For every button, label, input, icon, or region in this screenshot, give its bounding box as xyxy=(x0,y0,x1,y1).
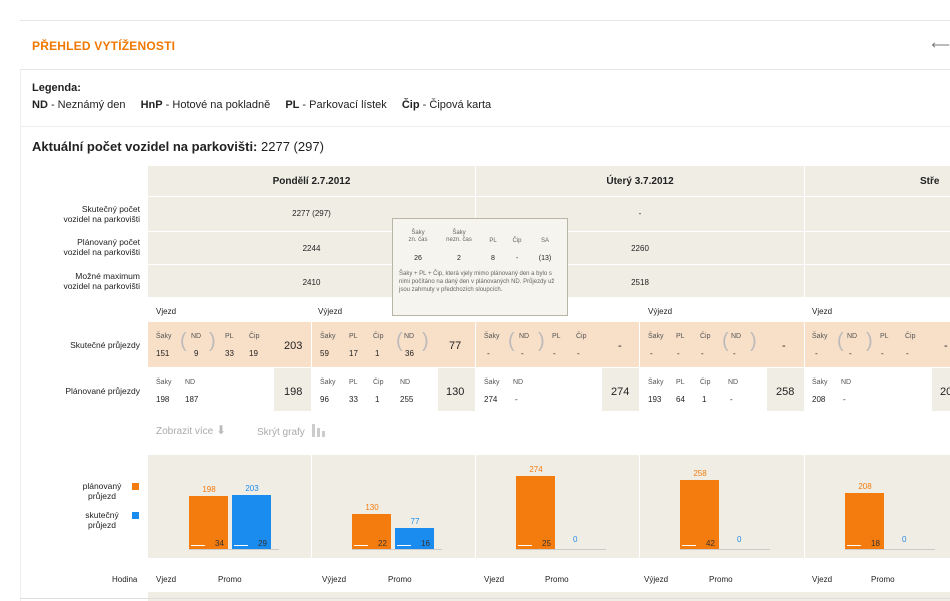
bar-inner-label: 42 xyxy=(706,539,715,548)
bar-inner-label: 16 xyxy=(421,539,430,548)
legend-planned: plánovaný průjezd xyxy=(82,481,122,501)
bar-inner-label: 25 xyxy=(542,539,551,548)
bar-inner-label: 18 xyxy=(871,539,880,548)
legend-item: Čip - Čipová karta xyxy=(401,99,492,111)
chart-baseline xyxy=(516,549,606,550)
section-label: Vjezd xyxy=(812,307,833,316)
section-header: PŘEHLED VYTÍŽENOSTI ⟵ xyxy=(20,20,950,70)
cell-value: 2518 xyxy=(631,278,649,287)
legend-swatch-actual xyxy=(132,512,139,519)
total-value: 203 xyxy=(284,340,303,352)
day-title: Úterý 3.7.2012 xyxy=(606,176,674,187)
bar-label-actual: 203 xyxy=(245,483,259,493)
section-title: PŘEHLED VYTÍŽENOSTI xyxy=(32,39,176,53)
bar-tick xyxy=(191,545,205,546)
bar-label-planned: 258 xyxy=(693,469,707,479)
row-label-actual-count: Skutečný počet vozidel na parkovišti xyxy=(63,204,140,224)
bar-label-actual: 0 xyxy=(737,535,742,544)
bar-planned xyxy=(845,493,884,549)
section-label: Vjezd xyxy=(156,307,177,316)
bar-label-planned: 130 xyxy=(365,503,379,513)
bar-planned xyxy=(680,480,719,549)
chart-baseline xyxy=(845,549,935,550)
bar-planned xyxy=(352,514,391,549)
bar-tick xyxy=(682,545,696,546)
bar-tick xyxy=(354,545,368,546)
bar-label-planned: 274 xyxy=(529,464,543,474)
bar-label-planned: 198 xyxy=(202,485,216,495)
bar-label-actual: 0 xyxy=(573,535,578,544)
current-count: Aktuální počet vozidel na parkovišti: 22… xyxy=(32,139,324,154)
legend-swatch-planned xyxy=(132,483,139,490)
bar-planned xyxy=(189,496,228,549)
bar-label-planned: 208 xyxy=(858,482,872,492)
chart-baseline xyxy=(352,549,442,550)
row-label-actual-passes: Skutečné průjezdy xyxy=(70,340,140,350)
cell-value: 2260 xyxy=(631,244,649,253)
bar-inner-label: 29 xyxy=(258,539,267,548)
legend-title: Legenda: xyxy=(32,82,81,94)
row-label-max-count: Možné maximum vozidel na parkovišti xyxy=(63,271,140,291)
bar-tick xyxy=(234,545,248,546)
arrow-left-icon[interactable]: ⟵ xyxy=(931,37,950,52)
current-count-value: 2277 (297) xyxy=(261,139,324,154)
bar-label-actual: 0 xyxy=(902,535,907,544)
legend: Legenda: ND - Neznámý den HnP - Hotové n… xyxy=(32,80,503,114)
section-label: Výjezd xyxy=(318,307,343,316)
cell-value: - xyxy=(638,209,642,218)
hide-charts-button[interactable]: Skrýt grafy xyxy=(257,423,329,438)
bar-tick xyxy=(397,545,411,546)
bar-inner-label: 34 xyxy=(215,539,224,548)
legend-item: PL - Parkovací lístek xyxy=(285,99,387,111)
bar-inner-label: 22 xyxy=(378,539,387,548)
divider xyxy=(20,70,21,601)
total-value: 77 xyxy=(449,340,462,352)
cell-value: 2277 (297) xyxy=(292,209,331,218)
bar-chart-icon xyxy=(311,424,325,437)
tooltip: Šaky zn. čas Šaky nezn. čas PL Čip SA 26 2… xyxy=(392,218,568,316)
arrow-down-icon: ⬇ xyxy=(216,423,227,437)
legend-item: ND - Neznámý den xyxy=(32,99,126,111)
legend-item: HnP - Hotové na pokladně xyxy=(140,99,271,111)
divider xyxy=(20,126,950,127)
cell-value: 2244 xyxy=(302,244,321,253)
section-label: Výjezd xyxy=(648,307,673,316)
bar-tick xyxy=(518,545,532,546)
row-label-planned-count: Plánovaný počet vozidel na parkovišti xyxy=(63,237,140,257)
row-label-planned-passes: Plánované průjezdy xyxy=(65,386,140,396)
chart-baseline xyxy=(680,549,770,550)
show-more-button[interactable]: Zobrazit více ⬇ xyxy=(156,423,227,437)
actual-passes-row xyxy=(148,322,950,367)
chart-baseline xyxy=(189,549,279,550)
day-title: Stře xyxy=(920,176,940,187)
bar-actual xyxy=(232,494,271,549)
legend-actual: skutečný průjezd xyxy=(85,510,119,530)
bar-tick xyxy=(847,545,861,546)
bar-label-actual: 77 xyxy=(410,517,420,527)
cell-value: 2410 xyxy=(302,278,321,287)
bar-planned xyxy=(516,475,555,549)
footer-hodina: Hodina xyxy=(112,575,138,584)
bar-actual xyxy=(395,528,434,549)
day-title: Pondělí 2.7.2012 xyxy=(272,176,351,187)
